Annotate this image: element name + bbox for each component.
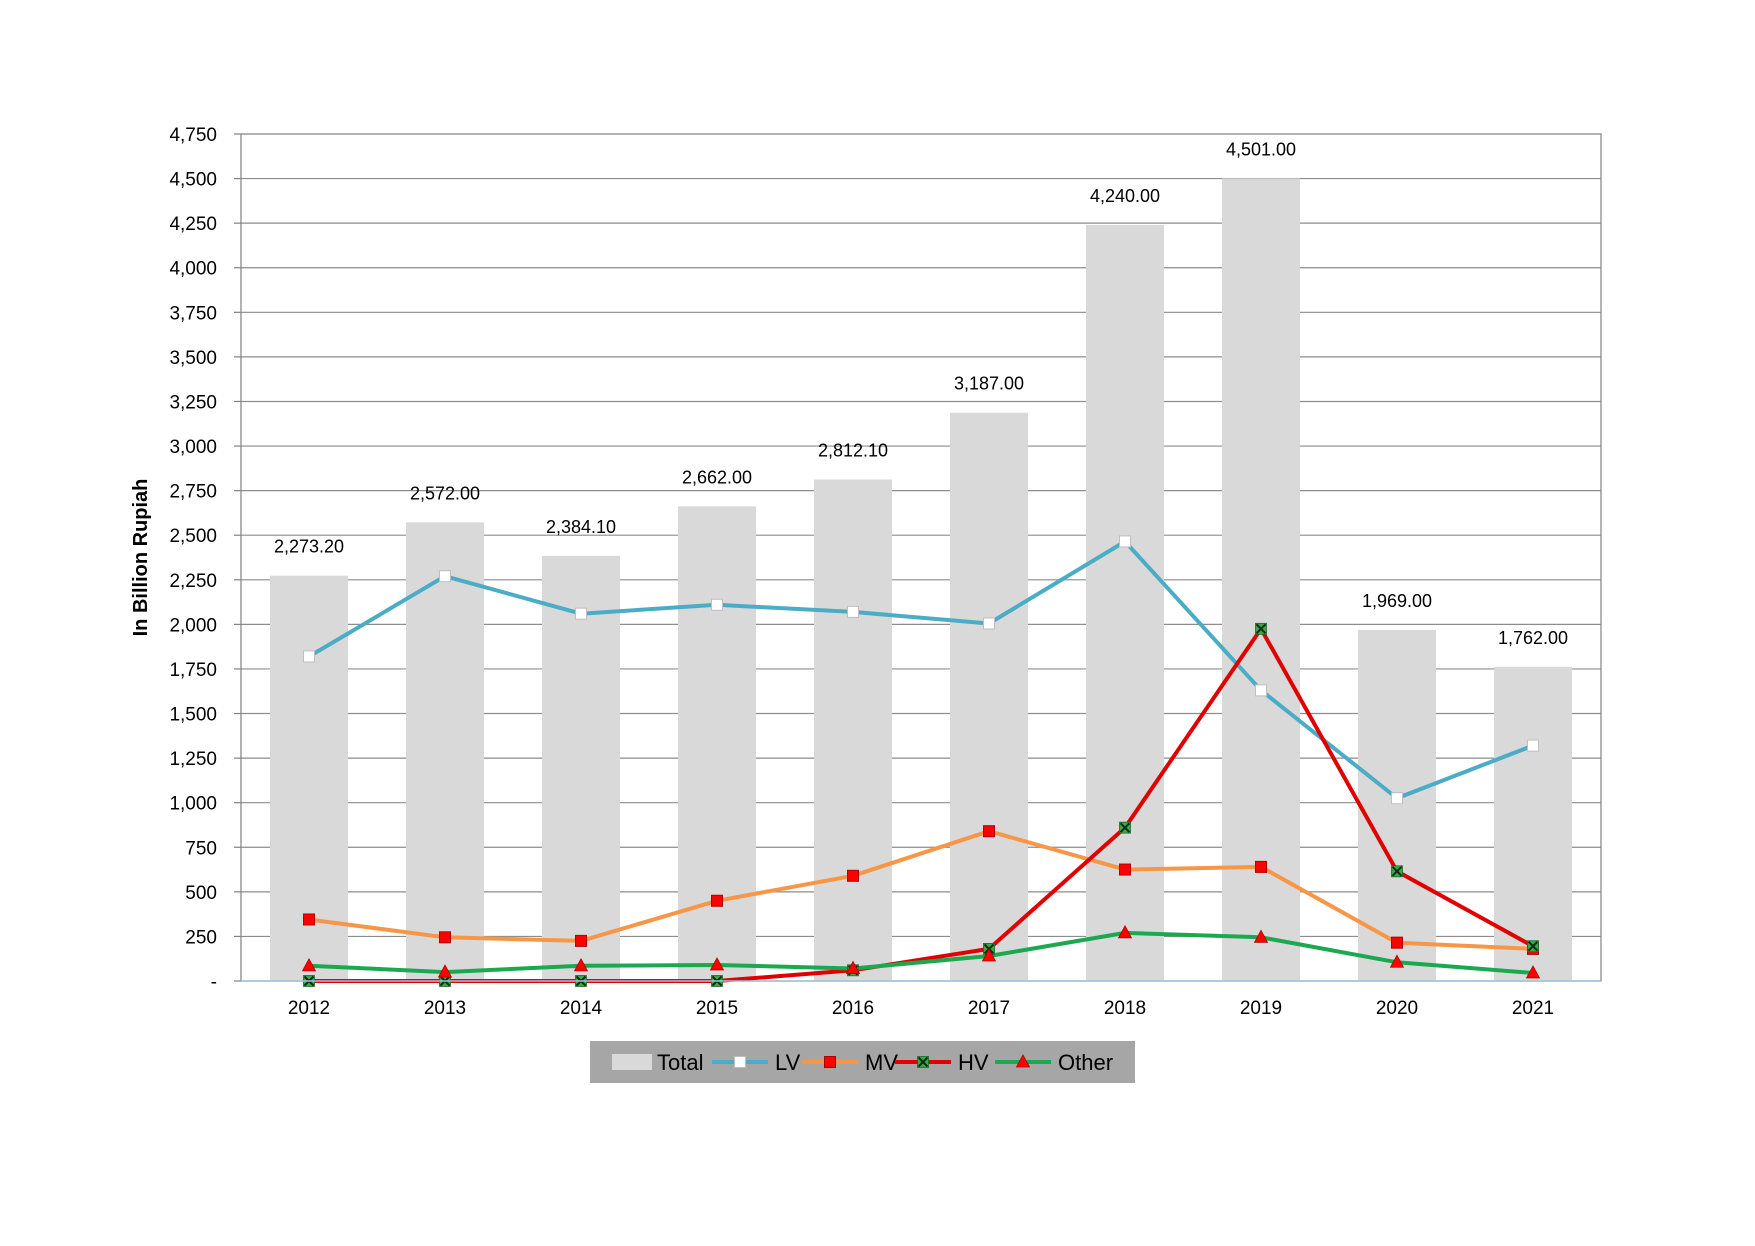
x-tick-label: 2014 bbox=[560, 998, 603, 1019]
point-lv bbox=[847, 605, 859, 618]
y-tick-label: 1,250 bbox=[169, 749, 217, 770]
bar-data-label: 4,240.00 bbox=[1090, 186, 1160, 206]
bar-data-label: 2,572.00 bbox=[410, 483, 480, 503]
point-other bbox=[709, 957, 725, 971]
y-tick-label: 250 bbox=[185, 927, 217, 948]
y-tick-label: 4,750 bbox=[169, 125, 217, 146]
point-mv bbox=[439, 931, 451, 944]
x-tick-label: 2018 bbox=[1104, 998, 1146, 1019]
x-tick-label: 2021 bbox=[1512, 998, 1554, 1019]
point-hv-cross bbox=[1255, 623, 1267, 635]
point-other bbox=[1253, 929, 1269, 943]
point-other bbox=[1117, 925, 1133, 939]
y-tick-label: 1,750 bbox=[169, 660, 217, 681]
x-tick-label: 2019 bbox=[1240, 998, 1282, 1019]
x-tick-label: 2017 bbox=[968, 998, 1010, 1019]
point-lv bbox=[1255, 684, 1267, 697]
y-tick-label: 2,500 bbox=[169, 526, 217, 547]
point-lv bbox=[983, 617, 995, 630]
y-tick-label: 2,000 bbox=[169, 615, 217, 636]
y-tick-label: 4,500 bbox=[169, 170, 217, 191]
y-tick-label: 2,250 bbox=[169, 571, 217, 592]
y-tick-label: 1,000 bbox=[169, 794, 217, 815]
point-mv bbox=[983, 825, 995, 838]
x-tick-label: 2020 bbox=[1376, 998, 1418, 1019]
y-tick-label: 4,000 bbox=[169, 259, 217, 280]
point-lv bbox=[1527, 739, 1539, 752]
point-other bbox=[1525, 965, 1541, 979]
series-line-lv bbox=[307, 539, 1535, 801]
point-lv bbox=[1391, 792, 1403, 805]
point-mv bbox=[711, 894, 723, 907]
legend-label-other: Other bbox=[1058, 1050, 1113, 1075]
x-tick-label: 2013 bbox=[424, 998, 466, 1019]
point-lv bbox=[303, 650, 315, 663]
point-mv bbox=[847, 869, 859, 882]
bar-data-label: 2,812.10 bbox=[818, 441, 888, 461]
bar-data-label: 2,273.20 bbox=[274, 537, 344, 557]
legend-label-lv: LV bbox=[775, 1050, 801, 1075]
y-tick-label: 3,000 bbox=[169, 437, 217, 458]
bar-total bbox=[542, 555, 620, 981]
point-mv bbox=[1255, 860, 1267, 873]
point-lv bbox=[439, 570, 451, 583]
bar-total bbox=[1358, 629, 1436, 981]
y-tick-label: 3,250 bbox=[169, 392, 217, 413]
point-other bbox=[1389, 954, 1405, 968]
bar-total bbox=[1494, 666, 1572, 981]
point-mv bbox=[1119, 863, 1131, 876]
bar-total bbox=[406, 522, 484, 981]
bar-total bbox=[814, 479, 892, 981]
bar-total bbox=[1086, 224, 1164, 982]
x-tick-label: 2016 bbox=[832, 998, 874, 1019]
point-lv bbox=[575, 607, 587, 620]
point-hv-cross bbox=[1527, 941, 1539, 952]
point-mv bbox=[303, 913, 315, 926]
legend-swatch-total bbox=[612, 1054, 652, 1070]
point-hv-cross bbox=[1119, 822, 1131, 833]
legend-marker-lv bbox=[734, 1056, 746, 1068]
legend-label-hv: HV bbox=[958, 1050, 989, 1075]
point-other bbox=[573, 958, 589, 972]
point-other bbox=[981, 948, 997, 962]
bar-data-label: 4,501.00 bbox=[1226, 139, 1296, 159]
bar-total bbox=[950, 412, 1028, 981]
legend-label-mv: MV bbox=[865, 1050, 898, 1075]
y-tick-label: 1,500 bbox=[169, 705, 217, 726]
y-tick-label: - bbox=[211, 972, 217, 993]
point-lv bbox=[1119, 535, 1131, 548]
point-mv bbox=[575, 934, 587, 947]
bar-data-label: 1,762.00 bbox=[1498, 628, 1568, 648]
y-tick-label: 750 bbox=[185, 838, 217, 859]
y-tick-label: 3,750 bbox=[169, 303, 217, 324]
bar-data-label: 1,969.00 bbox=[1362, 591, 1432, 611]
legend-label-total: Total bbox=[657, 1050, 703, 1075]
series-line-mv bbox=[307, 829, 1535, 951]
point-other bbox=[301, 958, 317, 972]
y-tick-label: 4,250 bbox=[169, 214, 217, 235]
x-tick-label: 2015 bbox=[696, 998, 738, 1019]
legend-marker-other bbox=[1015, 1054, 1031, 1068]
legend-marker-hv-cross bbox=[917, 1056, 929, 1068]
x-tick-label: 2012 bbox=[288, 998, 330, 1019]
bar-total bbox=[1222, 178, 1300, 981]
point-hv-cross bbox=[1391, 866, 1403, 877]
y-tick-label: 500 bbox=[185, 883, 217, 904]
point-lv bbox=[711, 598, 723, 611]
y-tick-label: 3,500 bbox=[169, 348, 217, 369]
point-other bbox=[845, 960, 861, 974]
point-other bbox=[437, 964, 453, 978]
legend-marker-mv bbox=[824, 1056, 836, 1068]
y-axis-title: In Billion Rupiah bbox=[130, 479, 152, 637]
y-tick-label: 2,750 bbox=[169, 482, 217, 503]
series-line-other bbox=[307, 930, 1535, 975]
bar-data-label: 2,384.10 bbox=[546, 517, 616, 537]
bar-data-label: 2,662.00 bbox=[682, 467, 752, 487]
point-mv bbox=[1391, 936, 1403, 949]
bar-data-label: 3,187.00 bbox=[954, 374, 1024, 394]
